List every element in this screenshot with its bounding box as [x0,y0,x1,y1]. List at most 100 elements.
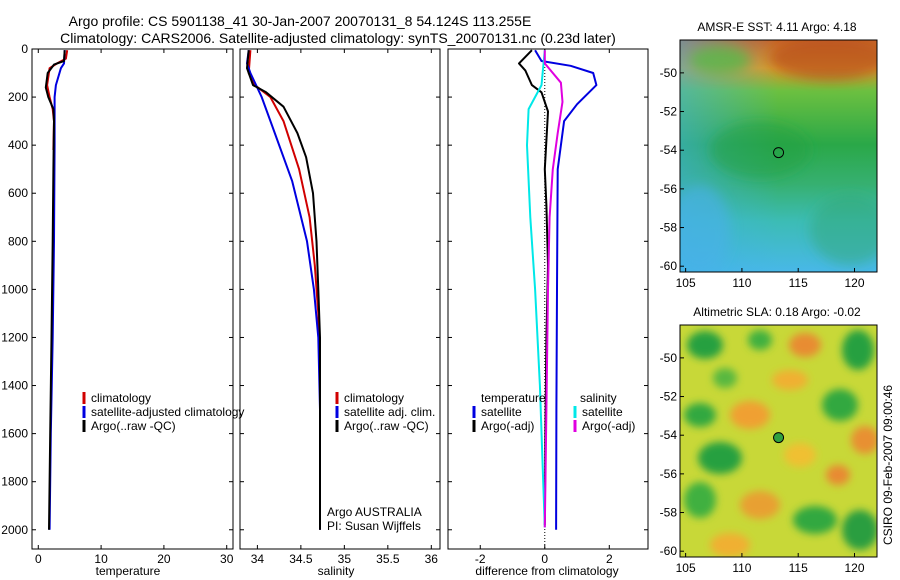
salinity-x-ticks: 34 34.5 35 35.5 36 [251,49,439,566]
difference-axes-box [447,48,649,550]
sst-heatmap [680,40,877,272]
difference-legend: temperature salinity satellite Argo(-adj… [472,391,635,433]
difference-panel: -2 0 2 difference from climatology tempera… [447,48,649,578]
x-tick-label: 0 [35,552,42,566]
title-line-1: Argo profile: CS 5901138_41 30-Jan-2007 … [69,13,532,29]
y-tick-label: 0 [21,42,28,56]
sst-map-title: AMSR-E SST: 4.11 Argo: 4.18 [697,20,857,34]
x-tick-label: 2 [606,552,613,566]
map-x-tick-label: 115 [789,561,808,575]
temperature-series [44,50,69,530]
side-timestamp: CSIRO 09-Feb-2007 09:00:46 [881,385,895,545]
map-x-tick-label: 105 [676,561,696,575]
y-tick-label: 1600 [1,427,28,441]
y-tick-label: 1400 [1,379,28,393]
y-tick-label: 600 [8,186,28,200]
x-tick-label: 0 [541,552,548,566]
x-tick-label: -2 [475,552,486,566]
series-temperature-argo-adj- [518,49,549,526]
map-x-tick-label: 110 [732,561,751,575]
difference-y-ticks [448,48,648,531]
legend-satellite-adj: satellite adj. clim. [344,405,435,419]
y-tick-label: 200 [8,90,28,104]
argo-position-marker [773,432,785,444]
sla-map-ticks: 105 110 115 120 -50 -52 -54 -56 -58 -60 [660,351,865,575]
y-tick-label: 400 [8,138,28,152]
y-tick-label: 800 [8,234,28,248]
map-y-tick-label: -50 [660,66,678,80]
difference-xlabel: difference from climatology [475,564,618,578]
legend-header-temperature: temperature [481,391,546,405]
legend-climatology: climatology [344,391,404,405]
x-tick-label: 20 [157,552,171,566]
temperature-x-ticks: 0 10 20 30 [35,49,234,566]
series-argo-raw-qc- [44,50,66,530]
series-salinity-satellite [526,50,546,528]
x-tick-label: 35.5 [376,552,400,566]
temperature-xlabel: temperature [96,564,161,578]
map-x-tick-label: 110 [732,276,751,290]
series-argo-raw-qc- [246,50,321,530]
map-x-tick-label: 120 [844,276,864,290]
salinity-xlabel: salinity [318,564,355,578]
title-line-2: Climatology: CARS2006. Satellite-adjuste… [60,30,616,46]
sst-map: AMSR-E SST: 4.11 Argo: 4.18 105 110 115 120… [660,20,878,290]
y-tick-label: 1200 [1,330,28,344]
map-y-tick-label: -52 [660,105,678,119]
map-y-tick-label: -58 [660,221,678,235]
x-tick-label: 30 [220,552,234,566]
map-x-tick-label: 120 [844,561,864,575]
map-y-tick-label: -58 [660,506,678,520]
legend-header-salinity: salinity [580,391,617,405]
legend-satellite-adjusted: satellite-adjusted climatology [91,405,244,419]
map-x-tick-label: 115 [789,276,808,290]
sla-field-texture [684,330,877,557]
temperature-panel: 0 200 400 600 800 1000 1200 1400 1600 1800 2000 0 1… [1,42,244,578]
series-satellite-adj-clim- [246,50,321,530]
sst-map-ticks: 105 110 115 120 -50 -52 -54 -56 -58 -60 [660,66,865,290]
salinity-y-ticks [240,48,440,531]
x-tick-label: 34 [251,552,265,566]
argo-position-marker [773,147,785,159]
x-tick-label: 10 [94,552,108,566]
y-tick-label: 2000 [1,523,28,537]
legend-temp-argo: Argo(-adj) [481,419,534,433]
x-tick-label: 35 [338,552,352,566]
salinity-panel: 34 34.5 35 35.5 36 salinity climatology sate… [239,48,441,578]
legend-temp-satellite: satellite [481,405,522,419]
annotation-pi: PI: Susan Wijffels [327,519,421,533]
map-y-tick-label: -60 [660,259,678,273]
map-y-tick-label: -56 [660,467,678,481]
map-y-tick-label: -54 [660,143,678,157]
map-y-tick-label: -50 [660,351,678,365]
series-climatology [247,50,321,530]
temperature-axes-box [31,48,234,550]
map-y-tick-label: -60 [660,544,678,558]
legend-climatology: climatology [91,391,151,405]
sla-map-frame [679,324,878,558]
legend-argo: Argo(..raw -QC) [344,419,429,433]
sst-map-frame [679,39,878,273]
y-tick-label: 1800 [1,475,28,489]
temperature-legend: climatology satellite-adjusted climatolo… [82,391,244,433]
salinity-legend: climatology satellite adj. clim. Argo(..… [335,391,435,433]
legend-sal-satellite: satellite [582,405,623,419]
x-tick-label: 36 [425,552,439,566]
y-tick-label: 1000 [1,282,28,296]
sla-map-title: Altimetric SLA: 0.18 Argo: -0.02 [693,305,861,319]
map-y-tick-label: -54 [660,428,678,442]
legend-argo: Argo(..raw -QC) [91,419,176,433]
temperature-y-ticks: 0 200 400 600 800 1000 1200 1400 1600 1800 2000 [1,42,233,537]
sst-field-texture [680,40,877,272]
x-tick-label: 34.5 [289,552,313,566]
difference-series [518,49,598,530]
map-y-tick-label: -52 [660,390,678,404]
series-temperature-satellite [534,49,598,530]
annotation-argo-australia: Argo AUSTRALIA [327,505,422,519]
sla-map: Altimetric SLA: 0.18 Argo: -0.02 [660,305,878,575]
salinity-series [246,50,321,530]
legend-sal-argo: Argo(-adj) [582,419,635,433]
map-x-tick-label: 105 [676,276,696,290]
map-y-tick-label: -56 [660,182,678,196]
